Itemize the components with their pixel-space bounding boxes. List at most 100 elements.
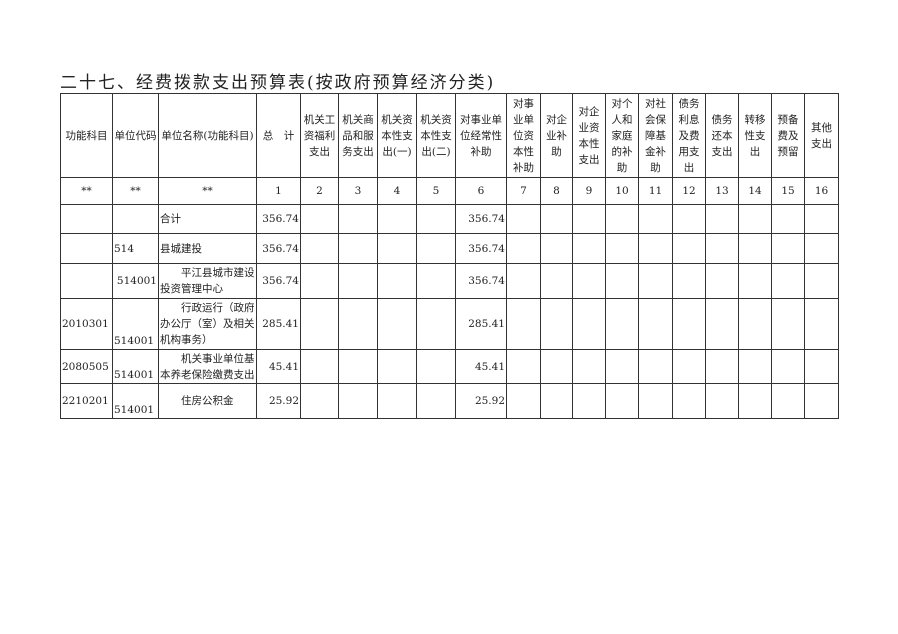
table-cell [506,204,541,234]
function-code-cell: 2010301 [60,298,113,350]
column-header: 对社 会保 障基 金补 助 [638,93,673,178]
table-cell [572,263,606,299]
table-cell [705,349,739,384]
table-cell [338,383,378,419]
column-header: 其他 支出 [804,93,839,178]
total-cell: 356.74 [256,263,301,299]
table-cell [572,204,606,234]
table-cell [738,298,772,350]
table-cell [416,204,456,234]
table-cell [300,233,339,264]
table-cell [804,204,839,234]
table-cell [705,383,739,419]
unit-code-cell: 514 [112,233,159,264]
table-cell [705,233,739,264]
institution-subsidy-cell: 356.74 [455,263,507,299]
column-number: ** [158,177,257,205]
column-number: 2 [300,177,339,205]
column-header: 对个 人和 家庭 的补 助 [605,93,639,178]
table-cell [300,263,339,299]
column-header: 对企 业资 本性 支出 [572,93,606,178]
column-number: 9 [572,177,606,205]
total-cell: 45.41 [256,349,301,384]
table-cell [705,204,739,234]
table-cell [416,263,456,299]
table-row: 2010301 514001 行政运行（政府办公厅（室）及相关机构事务） 285.41… [60,298,839,350]
column-number: 6 [455,177,507,205]
table-cell [416,383,456,419]
total-cell: 25.92 [256,383,301,419]
table-row: 合计 356.74 356.74 [60,204,839,234]
table-cell [506,263,541,299]
column-header: 预备 费及 预留 [771,93,805,178]
institution-subsidy-cell: 356.74 [455,233,507,264]
column-number: 15 [771,177,805,205]
table-cell [605,383,639,419]
column-number: 13 [705,177,739,205]
institution-subsidy-cell: 25.92 [455,383,507,419]
table-cell [300,383,339,419]
unit-name-cell: 机关事业单位基本养老保险缴费支出 [158,349,257,384]
table-cell [672,349,706,384]
column-number: 16 [804,177,839,205]
table-cell [338,263,378,299]
column-header: 债务 还本 支出 [705,93,739,178]
table-cell [638,298,673,350]
table-cell [377,263,417,299]
table-cell [572,383,606,419]
table-cell [605,204,639,234]
function-code-cell [60,233,113,264]
unit-name-cell: 平江县城市建设投资管理中心 [158,263,257,299]
column-number: 1 [256,177,301,205]
table-cell [672,298,706,350]
table-cell [605,298,639,350]
column-header: 总 计 [256,93,301,178]
total-cell: 356.74 [256,233,301,264]
table-row: 514 县城建投 356.74 356.74 [60,233,839,264]
table-cell [506,233,541,264]
column-header: 单位名称(功能科目) [158,93,257,178]
table-cell [377,298,417,350]
table-cell [338,233,378,264]
table-cell [638,233,673,264]
table-cell [506,298,541,350]
total-cell: 356.74 [256,204,301,234]
unit-code-cell [112,204,159,234]
column-number: 14 [738,177,772,205]
table-cell [804,349,839,384]
column-header: 单位代码 [112,93,159,178]
unit-code-cell: 514001 [112,349,159,384]
table-cell [738,204,772,234]
table-cell [540,233,573,264]
unit-code-cell: 514001 [112,263,159,299]
table-cell [738,263,772,299]
column-header: 转移 性支 出 [738,93,772,178]
table-cell [771,204,805,234]
table-cell [771,349,805,384]
table-cell [540,204,573,234]
institution-subsidy-cell: 285.41 [455,298,507,350]
table-row: 2080505 514001 机关事业单位基本养老保险缴费支出 45.41 45.41 [60,349,839,384]
unit-name-cell: 县城建投 [158,233,257,264]
table-cell [506,349,541,384]
column-number-row: ** ** ** 1 2 3 4 5 6 7 8 9 10 11 12 13 14 15 16 [60,177,839,205]
column-number: 7 [506,177,541,205]
column-number: 3 [338,177,378,205]
table-cell [506,383,541,419]
institution-subsidy-cell: 356.74 [455,204,507,234]
table-cell [540,263,573,299]
table-cell [300,204,339,234]
function-code-cell [60,204,113,234]
column-number: ** [112,177,159,205]
column-header: 对事业单 位经常性 补助 [455,93,507,178]
table-cell [804,233,839,264]
table-cell [338,349,378,384]
column-number: 11 [638,177,673,205]
column-number: 8 [540,177,573,205]
column-header: 债务 利息 及费 用支 出 [672,93,706,178]
table-cell [540,383,573,419]
function-code-cell [60,263,113,299]
column-number: 12 [672,177,706,205]
column-number: 10 [605,177,639,205]
column-number: 5 [416,177,456,205]
